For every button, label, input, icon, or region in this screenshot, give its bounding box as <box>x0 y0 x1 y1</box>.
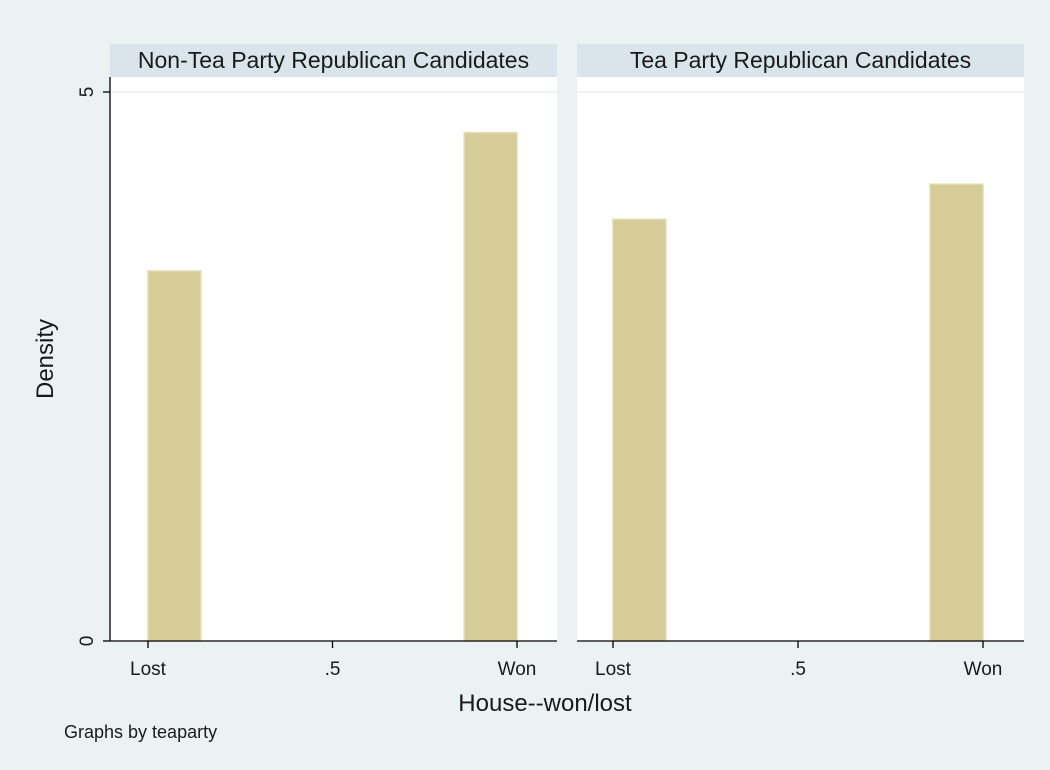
x-axis-ticks: Lost .5 Won <box>595 641 1002 680</box>
y-axis-ticks: 05 <box>77 87 110 647</box>
x-tick-label: Won <box>964 659 1003 680</box>
x-axis-title: House--won/lost <box>458 690 632 717</box>
x-tick-label: .5 <box>325 659 341 680</box>
panel-title: Non-Tea Party Republican Candidates <box>138 47 529 73</box>
x-axis-ticks: Lost .5 Won <box>130 641 536 680</box>
panel-non-tea-party: Non-Tea Party Republican Candidates Lost… <box>110 44 557 680</box>
bar-lost <box>612 218 667 642</box>
panel-header <box>110 44 557 77</box>
bars <box>147 131 518 642</box>
graph-note: Graphs by teaparty <box>64 722 217 742</box>
panel-header <box>577 44 1024 77</box>
y-tick-label: 0 <box>77 636 98 647</box>
x-tick-label: Lost <box>595 659 632 680</box>
bar-won <box>929 183 984 642</box>
x-tick-label: Won <box>498 659 537 680</box>
bar-lost <box>147 270 202 642</box>
y-axis: 05 <box>77 77 111 647</box>
x-tick-label: .5 <box>790 659 806 680</box>
x-tick-label: Lost <box>130 659 167 680</box>
bar-won <box>463 131 518 642</box>
y-axis-title: Density <box>32 319 59 399</box>
panel-title: Tea Party Republican Candidates <box>630 47 971 73</box>
panel-tea-party: Tea Party Republican Candidates Lost .5 Wo… <box>577 44 1024 680</box>
y-tick-label: 5 <box>77 87 98 98</box>
